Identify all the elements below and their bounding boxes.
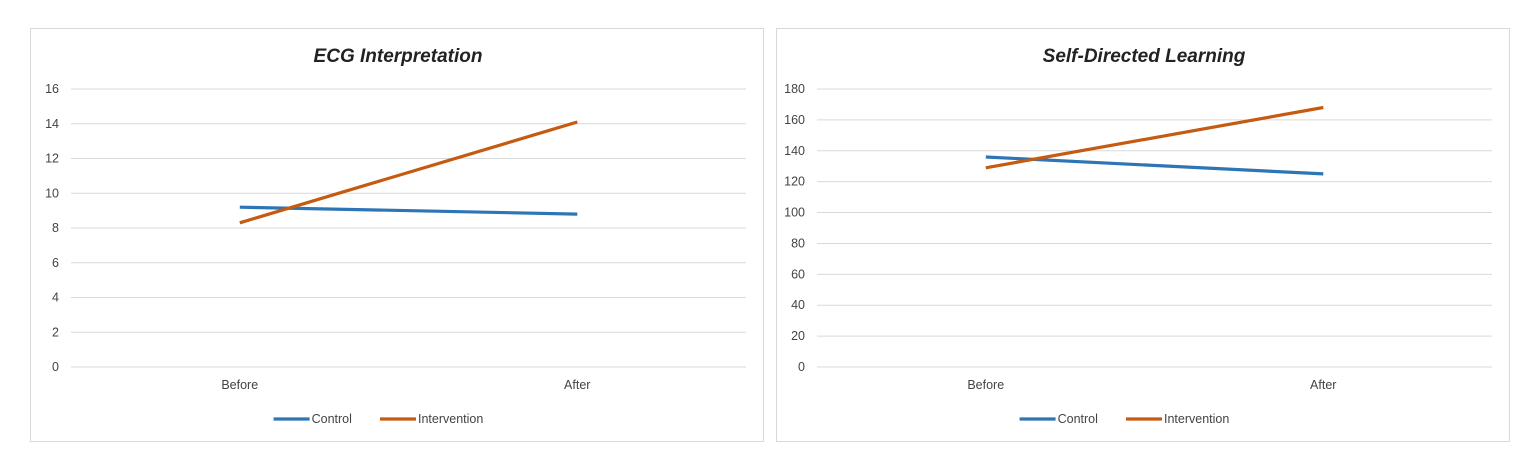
y-tick-label: 14 <box>45 117 59 131</box>
legend-label: Intervention <box>1164 412 1229 426</box>
y-tick-label: 0 <box>52 360 59 374</box>
y-tick-label: 180 <box>784 82 805 96</box>
series-line-control <box>239 205 578 216</box>
y-tick-label: 10 <box>45 186 59 200</box>
y-tick-label: 80 <box>791 236 805 250</box>
chart-panel-sdl: Self-Directed Learning 0 20 40 60 80 100 120 140… <box>776 28 1510 442</box>
y-tick-label: 160 <box>784 113 805 127</box>
y-tick-label: 4 <box>52 291 59 305</box>
y-tick-label: 12 <box>45 152 59 166</box>
y-tick-label: 16 <box>45 82 59 96</box>
y-tick-label: 60 <box>791 267 805 281</box>
y-tick-label: 40 <box>791 298 805 312</box>
legend-label: Control <box>1058 412 1098 426</box>
x-tick-label: Before <box>221 378 258 392</box>
y-tick-label: 120 <box>784 175 805 189</box>
x-tick-label: After <box>564 378 590 392</box>
series-line-control <box>985 155 1324 176</box>
y-tick-label: 6 <box>52 256 59 270</box>
series-line-intervention <box>985 105 1324 170</box>
y-tick-label: 100 <box>784 206 805 220</box>
legend-item-intervention: Intervention <box>1126 412 1229 426</box>
chart-svg-ecg: ECG Interpretation 0 2 4 6 8 10 12 14 16 Before Aft… <box>45 46 746 426</box>
y-tick-label: 2 <box>52 325 59 339</box>
legend-item-control: Control <box>273 412 352 426</box>
x-tick-label: After <box>1310 378 1336 392</box>
series-line-intervention <box>239 120 578 225</box>
legend-label: Intervention <box>418 412 483 426</box>
y-tick-label: 8 <box>52 221 59 235</box>
chart-panel-ecg: ECG Interpretation 0 2 4 6 8 10 12 14 16 Before Aft… <box>30 28 764 442</box>
legend-label: Control <box>312 412 352 426</box>
chart-svg-sdl: Self-Directed Learning 0 20 40 60 80 100 120 140… <box>784 46 1492 426</box>
chart-title: Self-Directed Learning <box>1043 46 1246 67</box>
y-tick-label: 140 <box>784 144 805 158</box>
legend-item-control: Control <box>1019 412 1098 426</box>
x-tick-label: Before <box>967 378 1004 392</box>
chart-title: ECG Interpretation <box>314 46 483 67</box>
y-tick-label: 20 <box>791 329 805 343</box>
y-tick-label: 0 <box>798 360 805 374</box>
legend-item-intervention: Intervention <box>380 412 483 426</box>
